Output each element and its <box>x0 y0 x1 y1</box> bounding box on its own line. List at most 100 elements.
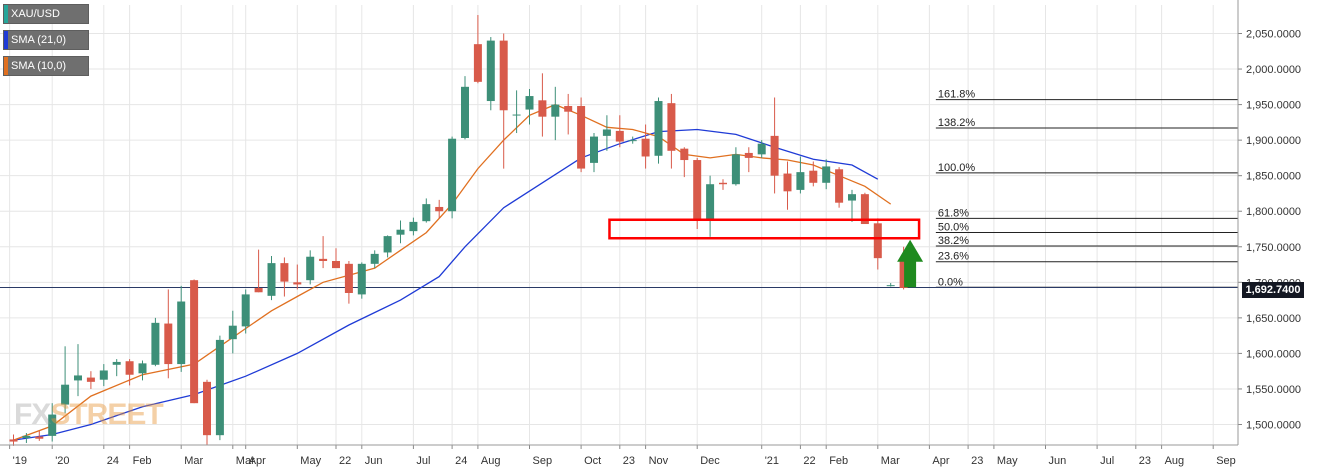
candle <box>873 218 882 270</box>
legend: XAU/USD SMA (21,0) SMA (10,0) <box>3 4 89 82</box>
candle-body <box>590 136 598 163</box>
sma21-line <box>13 128 879 441</box>
candle <box>267 256 276 301</box>
candle <box>860 192 869 225</box>
candle-body <box>809 170 818 183</box>
candle <box>357 262 366 299</box>
candle <box>61 346 70 414</box>
x-tick-label: Sep <box>1216 455 1236 467</box>
x-tick-label: Feb <box>133 455 152 467</box>
candle-body <box>177 301 186 365</box>
candle-body <box>654 101 663 156</box>
candle-body <box>731 154 740 185</box>
y-tick-label: 1,600.0000 <box>1246 348 1301 360</box>
candle-body <box>112 361 121 365</box>
legend-item-sma10[interactable]: SMA (10,0) <box>3 56 89 76</box>
candle-body <box>499 40 508 111</box>
candle <box>125 359 134 386</box>
candle-body <box>680 148 689 161</box>
candle <box>628 136 637 144</box>
candle-body <box>667 103 676 151</box>
candle <box>822 159 831 190</box>
candle <box>770 97 779 194</box>
x-tick-label: '21 <box>765 455 779 467</box>
candle <box>215 335 224 441</box>
sma10-line <box>13 103 892 441</box>
candle <box>164 289 173 379</box>
legend-swatch-sma21 <box>4 31 8 49</box>
candle-body <box>602 129 611 136</box>
candle-body <box>551 104 560 117</box>
candle-body <box>628 140 637 142</box>
x-tick-label: 23 <box>623 455 635 467</box>
legend-item-xauusd[interactable]: XAU/USD <box>3 4 89 24</box>
y-tick-label: 1,800.0000 <box>1246 206 1301 218</box>
x-tick-label: Mar <box>236 455 255 467</box>
annotations <box>608 218 924 288</box>
candle-body <box>486 40 495 102</box>
candle <box>835 167 844 208</box>
x-tick-label: 23 <box>1139 455 1151 467</box>
candle <box>577 97 586 173</box>
candle-body <box>383 236 392 253</box>
candle <box>706 175 715 237</box>
x-tick-label: Feb <box>829 455 848 467</box>
candle <box>602 115 611 151</box>
x-tick-label: 22 <box>803 455 815 467</box>
y-tick-label: 1,850.0000 <box>1246 171 1301 183</box>
candle-body <box>370 253 379 264</box>
candle-body <box>770 135 779 176</box>
x-tick-label: Jun <box>1049 455 1067 467</box>
fib-label: 38.2% <box>938 235 969 247</box>
candle <box>680 147 689 178</box>
candle-body <box>822 166 831 183</box>
legend-swatch-xauusd <box>4 5 8 23</box>
legend-label-sma10: SMA (10,0) <box>11 60 67 72</box>
candle-body <box>86 377 95 382</box>
y-tick-label: 1,950.0000 <box>1246 100 1301 112</box>
candle-body <box>396 229 405 235</box>
legend-label-xauusd: XAU/USD <box>11 8 60 20</box>
x-tick-label: '19 <box>13 455 27 467</box>
candle <box>615 115 624 148</box>
candle-body <box>564 106 573 112</box>
candle-body <box>215 339 224 436</box>
candle <box>422 198 431 223</box>
candle <box>809 161 818 187</box>
fib-label: 50.0% <box>938 222 969 234</box>
candle <box>396 220 405 244</box>
x-tick-label: Dec <box>700 455 720 467</box>
candle <box>448 136 457 219</box>
candle <box>344 260 353 304</box>
candle-body <box>744 152 753 158</box>
x-tick-label: Jul <box>1100 455 1114 467</box>
legend-item-sma21[interactable]: SMA (21,0) <box>3 30 89 50</box>
x-tick-label: Apr <box>249 455 266 467</box>
candle-body <box>848 194 856 201</box>
candle-body <box>473 44 482 82</box>
candle-body <box>525 96 534 110</box>
legend-swatch-sma10 <box>4 57 8 75</box>
candle-body <box>757 143 766 155</box>
fib-label: 161.8% <box>938 89 976 101</box>
x-tick-label: Oct <box>584 455 601 467</box>
candle-body <box>538 100 547 117</box>
candle-body <box>693 160 702 220</box>
candle <box>99 364 108 387</box>
candle <box>112 359 121 377</box>
candle <box>512 90 521 134</box>
x-tick-label: Apr <box>932 455 949 467</box>
x-tick-label: Aug <box>481 455 501 467</box>
candle-body <box>344 263 353 293</box>
candle <box>719 179 727 190</box>
candle <box>280 257 289 297</box>
x-tick-label: May <box>997 455 1018 467</box>
candle-body <box>74 375 82 381</box>
y-tick-label: 1,650.0000 <box>1246 313 1301 325</box>
candle-body <box>448 138 457 212</box>
x-tick-label: Mar <box>184 455 203 467</box>
legend-label-sma21: SMA (21,0) <box>11 34 67 46</box>
x-tick-label: 23 <box>971 455 983 467</box>
